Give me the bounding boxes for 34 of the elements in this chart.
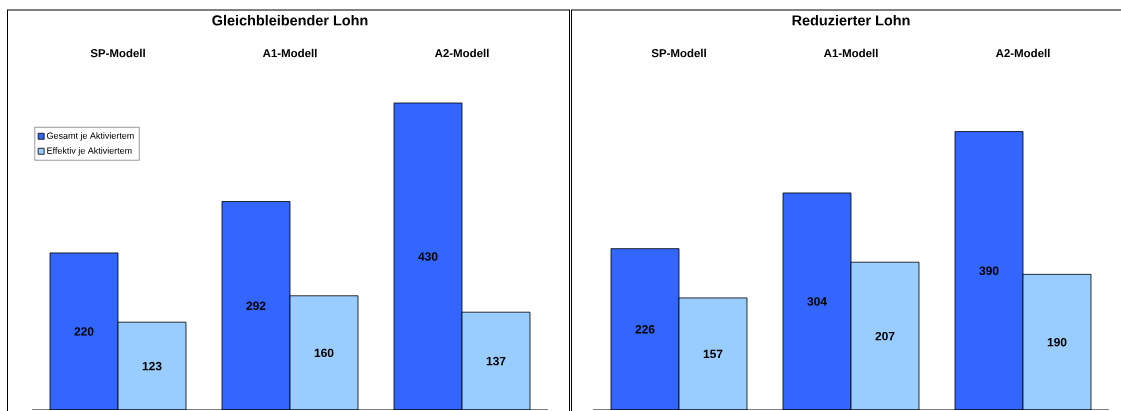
data-label: 430 (418, 252, 438, 261)
chart-title: Gleichbleibender Lohn (212, 14, 368, 26)
data-label: 160 (314, 348, 334, 358)
bar (117, 321, 187, 410)
bar (954, 131, 1024, 410)
x-tick-label: A2-Modell (995, 48, 1050, 58)
bar (610, 248, 680, 410)
chart-title: Reduzierter Lohn (792, 14, 910, 26)
legend-label: Effektiv je Aktiviertem (47, 147, 132, 156)
data-label: 304 (807, 297, 827, 306)
bar (850, 261, 920, 410)
data-label: 390 (979, 266, 999, 276)
bar (49, 252, 119, 410)
bar (393, 102, 463, 410)
data-label: 292 (246, 301, 266, 310)
bar (461, 311, 531, 410)
data-label: 226 (635, 325, 655, 334)
data-label: 137 (486, 356, 506, 366)
data-label: 220 (74, 327, 94, 336)
bar (782, 192, 852, 410)
x-tick-label: A1-Modell (262, 48, 317, 58)
x-tick-label: A1-Modell (823, 48, 878, 58)
data-label: 207 (875, 331, 895, 341)
x-tick-label: SP-Modell (651, 48, 706, 58)
data-label: 123 (142, 361, 162, 371)
bar (221, 201, 291, 410)
bar (678, 297, 748, 410)
bar (289, 295, 359, 410)
x-tick-label: SP-Modell (90, 48, 145, 58)
bar (1022, 273, 1092, 410)
data-label: 190 (1047, 337, 1067, 347)
data-label: 157 (703, 349, 723, 359)
legend-label: Gesamt je Aktiviertem (47, 132, 134, 141)
x-tick-label: A2-Modell (434, 48, 489, 58)
